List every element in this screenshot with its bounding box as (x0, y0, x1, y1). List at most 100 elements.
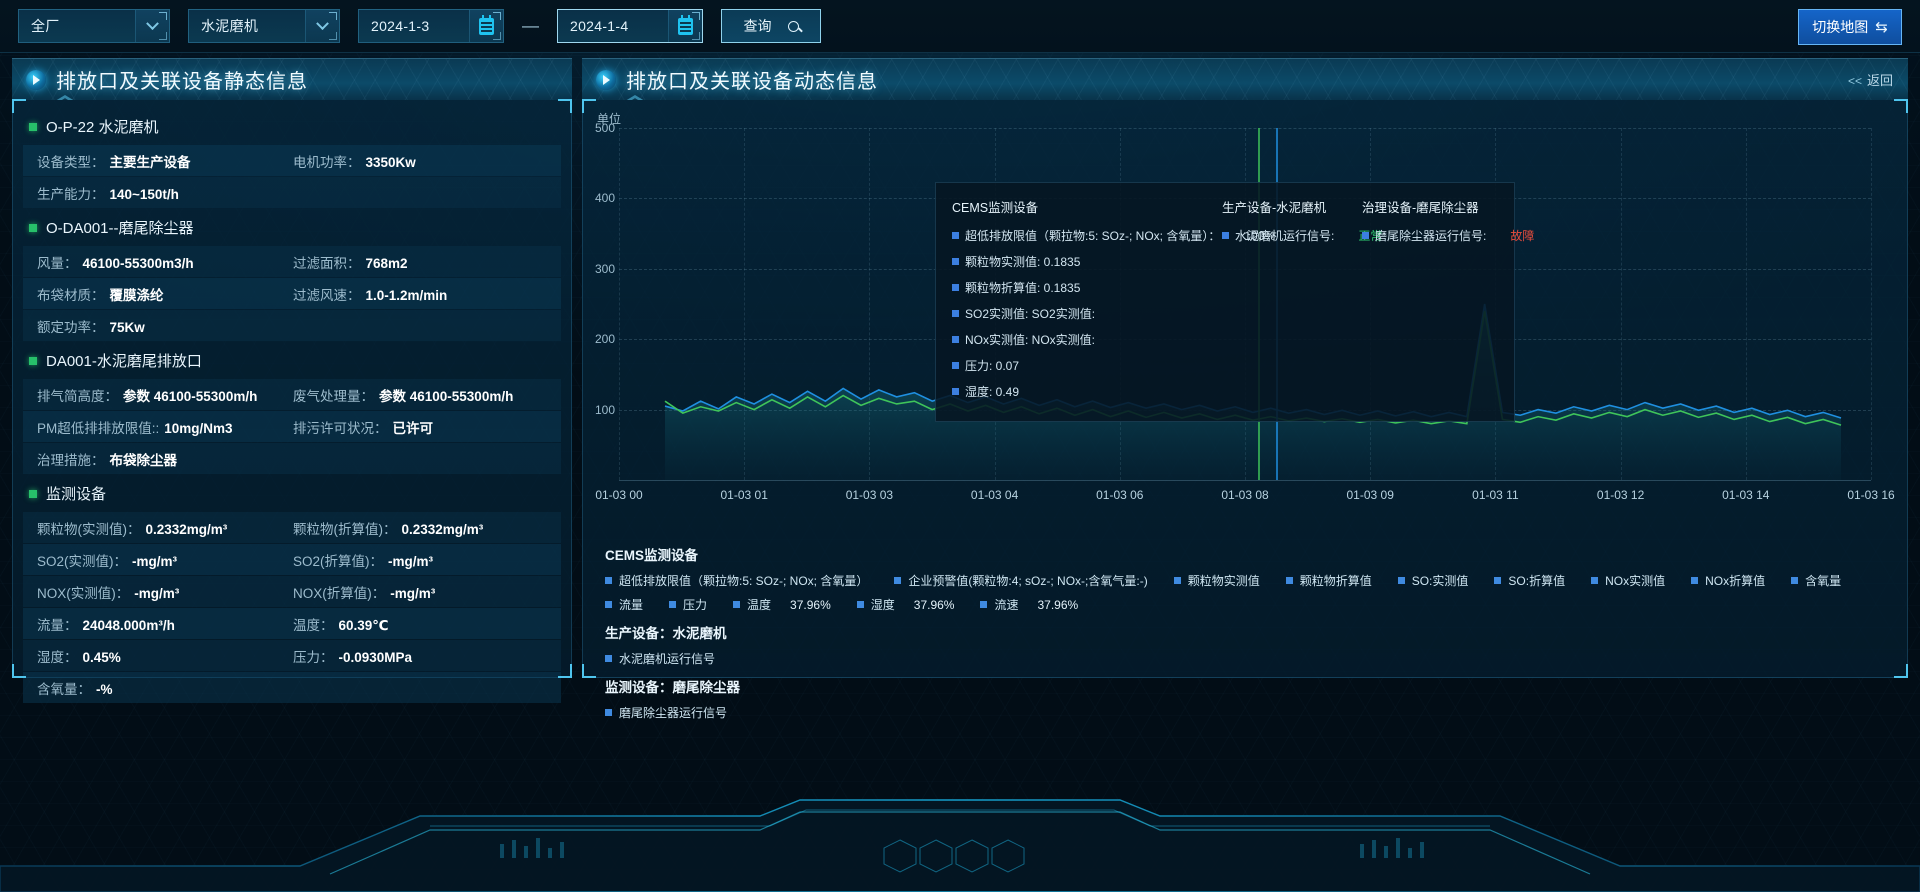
chart-y-tick-label: 400 (594, 191, 615, 206)
tooltip-row: 超低排放限值（颗拉物:5: SOz-; NOx; 含氧量）： 100% (952, 227, 1275, 244)
legend-swatch-icon (856, 601, 864, 608)
legend-swatch-icon (669, 601, 677, 608)
chart-tooltip: CEMS监测设备 超低排放限值（颗拉物:5: SOz-; NOx; 含氧量）： 1… (935, 182, 1534, 422)
chart-unit-label: 单位 (597, 112, 622, 126)
info-value: 已许可 (392, 420, 434, 436)
legend-swatch-icon (980, 601, 988, 608)
calendar-icon[interactable] (469, 10, 503, 42)
info-cell: NOX(折算值)： -mg/m³ (293, 582, 435, 602)
tooltip-row: SO2实测值: SO2实测值: (952, 305, 1222, 322)
chevron-down-icon[interactable] (135, 10, 169, 42)
tooltip-title-production: 生产设备-水泥磨机 (1222, 201, 1327, 215)
search-icon (787, 20, 799, 32)
dynamic-info-body: << 返回 单位 100 200 300 400 500 01-03 00 01-03 01… (582, 73, 1908, 720)
chart-x-tick-label: 01-03 01 (720, 488, 768, 502)
legend-item[interactable]: 磨尾除尘器运行信号 (605, 704, 727, 721)
info-cell: 颗粒物(折算值)： 0.2332mg/m³ (293, 518, 483, 538)
legend-item[interactable]: 超低排放限值（颗拉物:5: SOz-; NOx; 含氧量） (605, 572, 868, 589)
device-select-value: 水泥磨机 (201, 18, 259, 34)
top-toolbar: 全厂 水泥磨机 2024-1-3 — 2024-1-4 查询 切换地图 ⇆ (0, 0, 1920, 53)
legend-item-label: 颗粒物实测值 (1187, 574, 1260, 588)
search-button[interactable]: 查询 (721, 9, 821, 43)
status-badge: 故障 (1510, 229, 1535, 243)
plant-select[interactable]: 全厂 (18, 9, 170, 43)
status-square-icon (29, 489, 37, 498)
tooltip-row-text: 超低排放限值（颗拉物:5: SOz-; NOx; 含氧量）： (965, 229, 1221, 243)
info-value: 布袋除尘器 (109, 452, 178, 468)
info-label: 湿度： (37, 649, 78, 665)
info-value: 46100-55300m3/h (82, 255, 194, 271)
group-title: O-P-22 水泥磨机 (23, 108, 561, 145)
chart-x-tick-label: 01-03 12 (1596, 488, 1645, 502)
group-title-label: 监测设备 (46, 486, 107, 503)
info-value: 24048.000m³/h (82, 617, 175, 633)
legend-item[interactable]: 流量 (605, 596, 643, 613)
info-value: -% (96, 681, 113, 697)
device-select[interactable]: 水泥磨机 (188, 9, 340, 43)
info-label: NOX(折算值)： (293, 585, 386, 601)
chart-x-tick-label: 01-03 08 (1221, 488, 1269, 502)
chart-x-tick-label: 01-03 00 (595, 488, 643, 502)
tooltip-column-production: 生产设备-水泥磨机 水泥磨机运行信号: 正常 (1222, 197, 1382, 409)
legend-item-label: NOx折算值 (1705, 574, 1766, 588)
legend-item[interactable]: 温度 37.96% (733, 596, 831, 613)
corner-deco (582, 99, 596, 113)
info-label: 流量： (37, 617, 78, 633)
legend-swatch-icon (1791, 577, 1799, 584)
legend-item[interactable]: NOx实测值 (1591, 572, 1665, 589)
info-label: SO2(实测值)： (37, 553, 128, 569)
switch-map-button[interactable]: 切换地图 ⇆ (1798, 9, 1902, 45)
legend-item[interactable]: NOx折算值 (1691, 572, 1765, 589)
legend-swatch-icon (952, 284, 959, 291)
tooltip-row-text: 水泥磨机运行信号: (1235, 229, 1335, 243)
chevron-down-icon[interactable] (305, 10, 339, 42)
legend-swatch-icon (605, 655, 612, 662)
info-cell: 排气简高度： 参数 46100-55300m/h (37, 385, 293, 405)
date-from-input[interactable]: 2024-1-3 (358, 9, 504, 43)
static-info-body: O-P-22 水泥磨机 设备类型： 主要生产设备 电机功率： 3350Kw 生产能力： 14… (12, 99, 572, 703)
info-cell: 额定功率： 75Kw (37, 316, 293, 336)
legend-item-label: 水泥磨机运行信号 (619, 652, 716, 666)
legend-item[interactable]: 水泥磨机运行信号 (605, 650, 715, 667)
info-label: 颗粒物(折算值)： (293, 521, 397, 537)
legend-item[interactable]: 压力 (669, 596, 707, 613)
switch-map-label: 切换地图 (1812, 19, 1869, 35)
date-to-input[interactable]: 2024-1-4 (557, 9, 703, 43)
legend-swatch-icon (733, 601, 741, 608)
legend-item[interactable]: 含氧量 (1791, 572, 1841, 589)
info-value: -0.0930MPa (338, 649, 413, 665)
legend-item[interactable]: 企业预警值(颗粒物:4; sOz-; NOx-;含氧气量:-) (894, 572, 1148, 589)
info-label: 含氧量： (37, 681, 91, 697)
legend-item[interactable]: SO:实测值 (1397, 572, 1468, 589)
legend-item-label: 温度 (747, 598, 772, 612)
date-range-separator: — (522, 16, 539, 35)
legend-item-value: 37.96% (1037, 597, 1079, 612)
chart-y-tick-label: 200 (594, 332, 615, 347)
legend-item[interactable]: 颗粒物实测值 (1173, 572, 1260, 589)
tooltip-row-text: 颗粒物实测值: 0.1835 (965, 255, 1081, 269)
legend-item[interactable]: 流速 37.96% (980, 596, 1078, 613)
legend-swatch-icon (605, 601, 612, 608)
info-value: 0.45% (82, 649, 121, 665)
tooltip-column-cems: CEMS监测设备 超低排放限值（颗拉物:5: SOz-; NOx; 含氧量）： 1… (952, 197, 1275, 409)
legend-swatch-icon (1362, 232, 1369, 239)
legend-item-label: 流速 (994, 598, 1019, 612)
corner-deco (582, 664, 596, 678)
status-square-icon (29, 122, 37, 131)
info-cell: NOX(实测值)： -mg/m³ (37, 582, 293, 602)
legend-item[interactable]: SO:折算值 (1494, 572, 1565, 589)
legend-item[interactable]: 颗粒物折算值 (1285, 572, 1372, 589)
back-link[interactable]: << 返回 (1848, 70, 1893, 89)
tooltip-row-value: 100% (1244, 228, 1276, 243)
play-orb-icon (26, 70, 46, 90)
info-label: 压力： (293, 649, 334, 665)
tooltip-title-cems: CEMS监测设备 (952, 201, 1039, 215)
static-info-groups: O-P-22 水泥磨机 设备类型： 主要生产设备 电机功率： 3350Kw 生产能力： 14… (23, 108, 561, 703)
swap-icon: ⇆ (1875, 19, 1888, 36)
legend-item[interactable]: 湿度 37.96% (856, 596, 954, 613)
legend-items-cems: 超低排放限值（颗拉物:5: SOz-; NOx; 含氧量） 企业预警值(颗粒物:4… (605, 572, 1885, 613)
header-arrow-deco (42, 95, 88, 100)
chart-x-tick-label: 01-03 09 (1346, 488, 1394, 502)
info-value: 768m2 (365, 255, 408, 271)
calendar-icon[interactable] (668, 10, 702, 42)
